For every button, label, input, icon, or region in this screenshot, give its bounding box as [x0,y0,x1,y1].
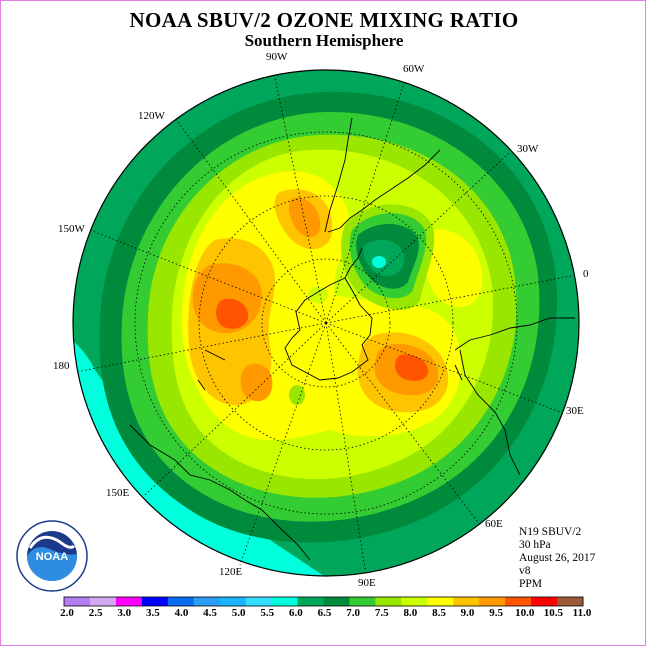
label-60e: 60E [485,518,503,530]
colorbar-swatch [557,597,584,606]
meridian-60w [325,79,406,324]
latitude-circle [198,195,454,451]
colorbar-swatch [349,597,376,606]
pressure-level: 30 hPa [519,539,551,551]
colorbar-tick-label: 4.0 [174,607,189,619]
colorbar-swatch [453,597,480,606]
colorbar-tick-label: 7.5 [374,607,389,619]
colorbar-tick-label: 2.5 [88,607,103,619]
colorbar-tick-label: 9.5 [489,607,504,619]
colorbar-tick-label: 8.5 [432,607,446,619]
noaa-logo: NOAA [16,520,88,592]
label-150e: 150E [106,487,130,499]
label-90e: 90E [358,577,376,589]
meridian-120w [174,117,327,324]
band-10-5 [216,298,249,329]
australia-coast [129,424,311,561]
new-zealand-coast [197,349,226,391]
date-label: August 26, 2017 [519,552,596,564]
logo-text: NOAA [36,551,68,563]
colorbar-tick-label: 3.0 [117,607,132,619]
colorbar-tick-label: 5.5 [260,607,275,619]
map-boundary [72,69,580,577]
satellite-label: N19 SBUV/2 [519,526,582,538]
units-label: PPM [519,578,543,590]
africa-coast [454,317,575,476]
label-150w: 150W [58,223,85,235]
label-30e: 30E [566,405,584,417]
colorbar-tick-label: 5.0 [231,607,246,619]
colorbar-swatch [401,597,428,606]
meridian-180 [75,322,327,373]
meridian-90e [325,322,367,576]
info-block: N19 SBUV/2 30 hPa August 26, 2017 v8 PPM [519,526,595,591]
colorbar-swatch [531,597,558,606]
colorbar-swatch [167,597,195,606]
colorbar-swatch [271,597,299,606]
colorbar-tick-label: 4.5 [203,607,217,619]
meridian-90w [273,72,327,324]
colorbar-swatch [505,597,532,606]
band-6-0-low [372,256,386,268]
antarctica-coast [284,277,373,381]
meridian-120e [239,322,327,566]
colorbar-tick-label: 6.5 [317,607,332,619]
colorbar-swatch [219,597,247,606]
antarctic-peninsula-coast [344,247,363,279]
label-180: 180 [53,360,70,372]
colorbar-tick-label: 10.0 [515,607,535,619]
colorbar-tick-label: 2.0 [60,607,74,619]
version-label: v8 [519,565,531,577]
colorbar-tick-label: 7.0 [346,607,360,619]
label-30w: 30W [517,143,539,155]
label-90w: 90W [266,51,288,63]
colorbar-swatch [297,597,324,606]
madagascar-coast [454,364,463,381]
label-0: 0 [583,268,589,280]
colorbar-swatch [64,597,91,606]
latitude-circle [134,131,518,515]
meridian-30e [325,322,561,413]
colorbar-swatch [427,597,454,606]
coastlines [129,117,575,561]
south-america-coast [324,117,441,233]
colorbar-tick-label: 10.5 [543,607,563,619]
colorbar-swatch [479,597,506,606]
label-120w: 120W [138,110,165,122]
band-10-0 [240,363,273,402]
colorbar-border [63,596,584,607]
colorbar-tick-label: 11.0 [572,607,592,619]
band-9-0 [422,229,483,308]
band-8-5-spot [308,287,328,303]
colorbar-swatch [245,597,273,606]
page-title: NOAA SBUV/2 OZONE MIXING RATIO [129,8,519,32]
band-8-5-spot [289,385,305,405]
label-120e: 120E [219,566,243,578]
colorbar-swatch [193,597,221,606]
page-subtitle: Southern Hemisphere [244,31,404,50]
meridian-30w [325,151,511,324]
colorbar-swatch [323,597,350,606]
colorbar-swatch [375,597,402,606]
graticule [75,72,577,576]
band-10-0 [288,197,321,238]
colorbar-tick-label: 6.0 [289,607,303,619]
colorbar-tick-label: 8.0 [403,607,418,619]
latitude-circle [261,258,391,388]
colorbar-tick-label: 3.5 [145,607,160,619]
colorbar-swatch [141,597,169,606]
colorbar-tick-label: 9.0 [460,607,475,619]
meridian-150e [144,322,327,496]
label-60w: 60W [403,63,425,75]
colorbar-swatch [115,597,143,606]
band-10-5 [394,354,429,381]
meridian-0 [325,274,577,324]
colorbar-swatch [89,597,117,606]
